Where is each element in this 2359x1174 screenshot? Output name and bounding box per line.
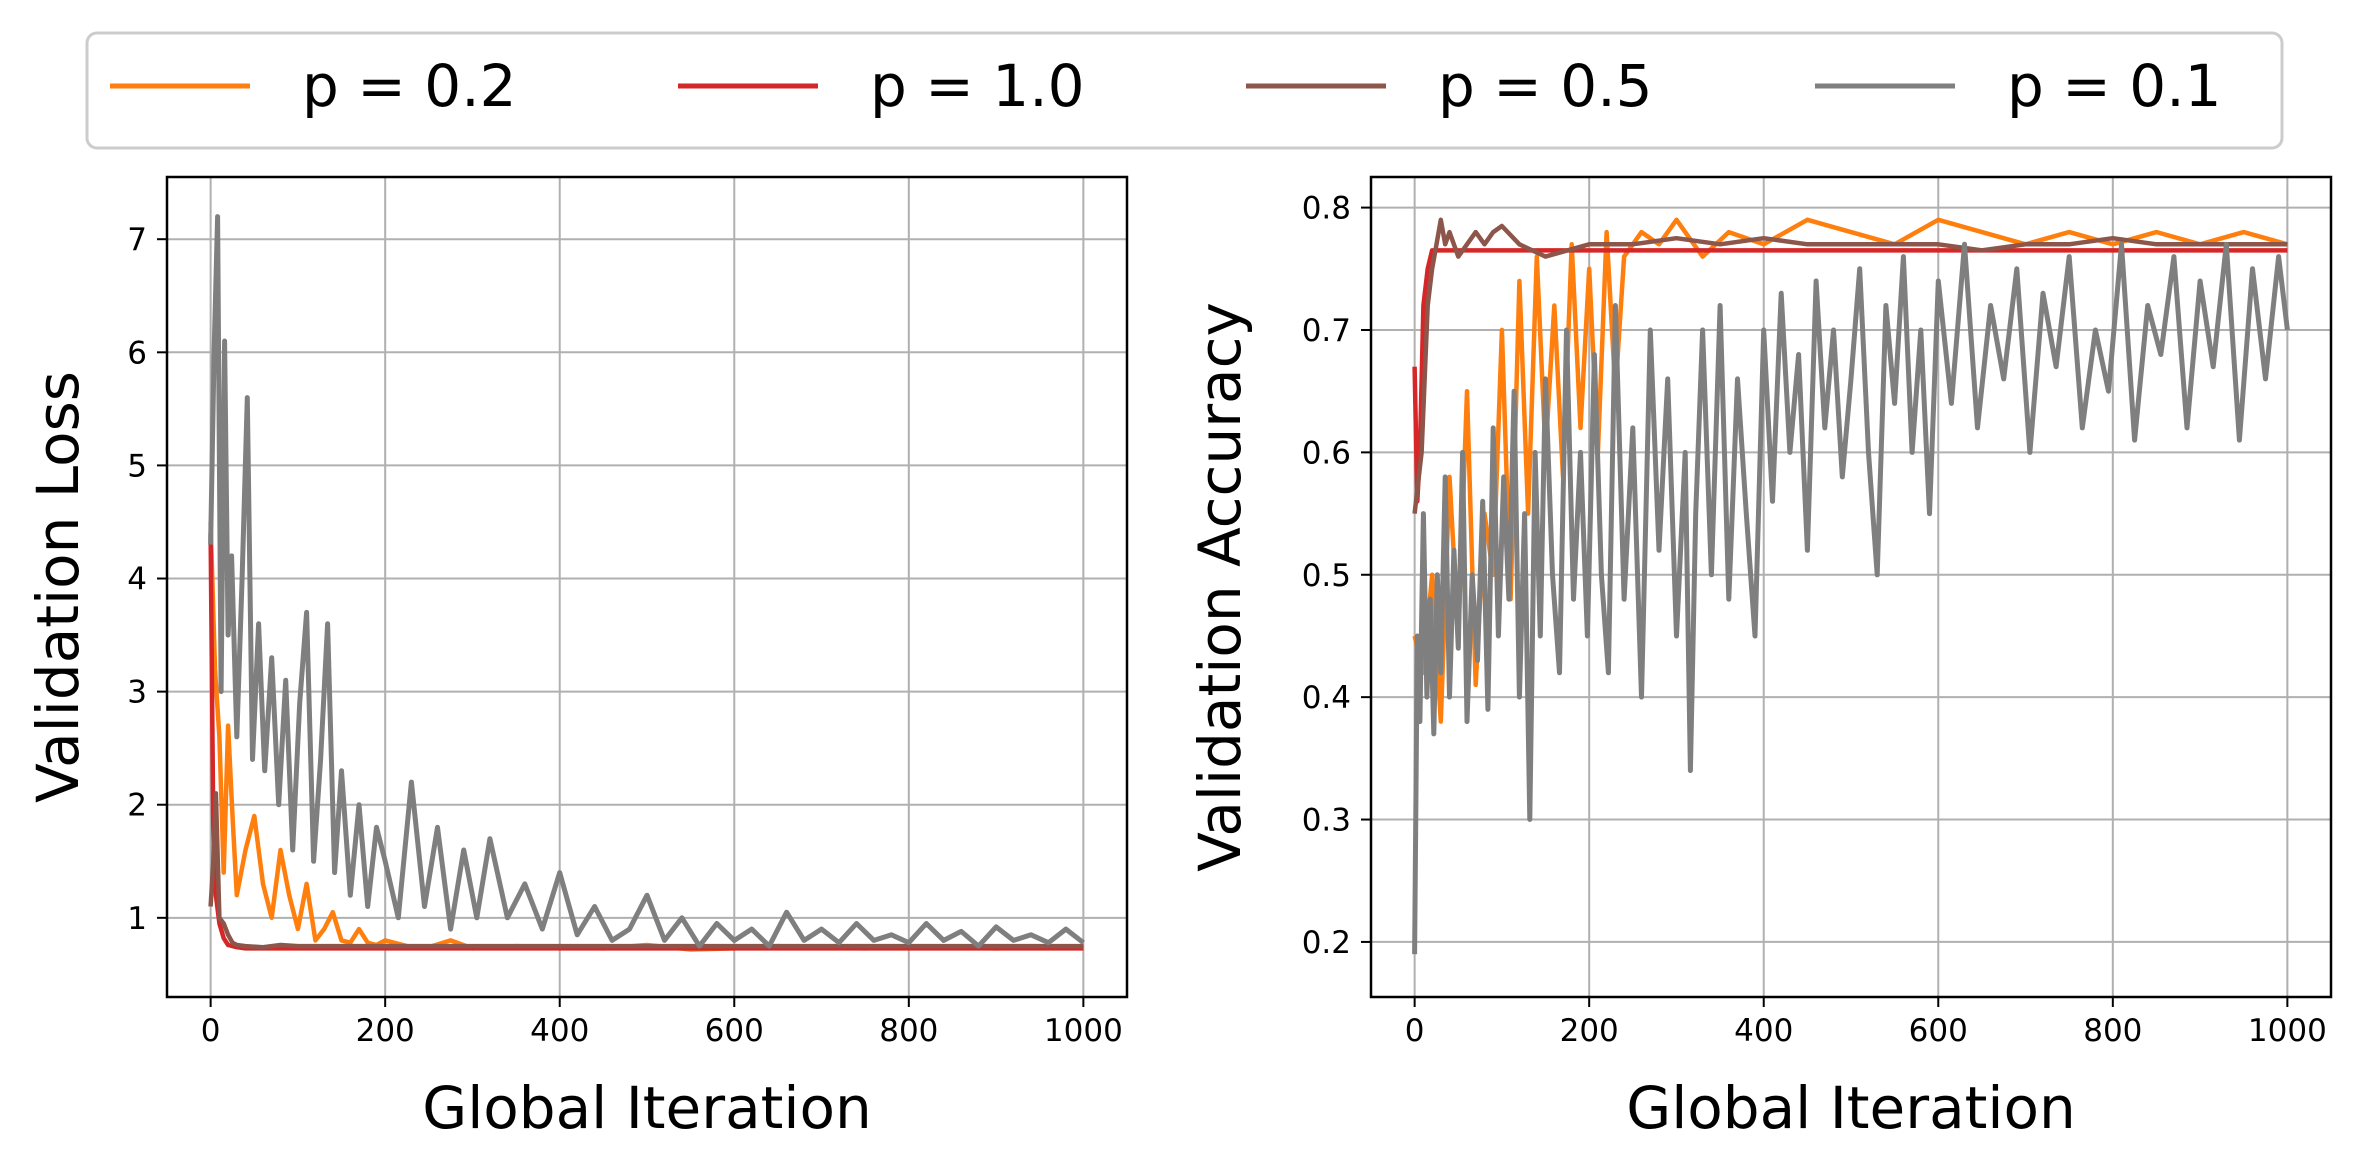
series-line-p-0-2 — [208, 521, 1084, 952]
y-axis-label: Validation Loss — [24, 371, 92, 803]
y-tick-label: 5 — [127, 448, 147, 484]
y-tick-label: 0.4 — [1302, 680, 1351, 716]
series-line-p-0-1 — [208, 214, 1085, 949]
x-tick-label: 600 — [1909, 1013, 1968, 1049]
series-line-p-0-5 — [1412, 217, 2288, 514]
y-tick-label: 0.2 — [1302, 925, 1351, 961]
plot-frame — [1369, 175, 2333, 999]
accuracy-chart: 0 200 400 600 800 1000 0.2 0.3 0.4 0.5 0.6 0.7 0.8 Gl… — [1186, 175, 2333, 1142]
y-tick-label: 7 — [127, 222, 147, 258]
x-tick-label: 400 — [1734, 1013, 1793, 1049]
x-tick-label: 0 — [1405, 1013, 1425, 1049]
series-line-p-0-1 — [1412, 241, 2290, 955]
y-tick-label: 3 — [127, 675, 147, 711]
series-line-p-1-0 — [208, 533, 1084, 951]
y-tick-label: 4 — [127, 562, 147, 598]
y-tick-label: 0.8 — [1302, 191, 1351, 227]
y-tick-label: 2 — [127, 788, 147, 824]
x-tick-label: 200 — [1560, 1013, 1619, 1049]
x-tick-label: 0 — [201, 1013, 221, 1049]
legend-label: p = 0.2 — [302, 52, 517, 120]
x-tick-label: 1000 — [1044, 1013, 1123, 1049]
y-tick-label: 0.3 — [1302, 803, 1351, 839]
series-line-p-1-0 — [1412, 248, 2288, 504]
y-tick-label: 6 — [127, 335, 147, 371]
series-line-p-0-5 — [208, 791, 1084, 950]
legend-label: p = 0.5 — [1438, 52, 1653, 120]
x-tick-label: 1000 — [2248, 1013, 2327, 1049]
x-axis-label: Global Iteration — [422, 1074, 871, 1142]
y-tick-label: 0.6 — [1302, 435, 1351, 471]
y-axis-label: Validation Accuracy — [1186, 302, 1254, 872]
y-tick-label: 0.5 — [1302, 558, 1351, 594]
legend-label: p = 0.1 — [2007, 52, 2222, 120]
x-axis-label: Global Iteration — [1626, 1074, 2075, 1142]
x-tick-label: 800 — [879, 1013, 938, 1049]
x-tick-label: 400 — [530, 1013, 589, 1049]
x-tick-label: 600 — [705, 1013, 764, 1049]
x-tick-label: 200 — [356, 1013, 415, 1049]
legend-box — [85, 31, 2284, 150]
plot-frame — [165, 175, 1129, 999]
loss-chart: 0 200 400 600 800 1000 1 2 3 4 5 6 7 Global Iteration… — [24, 175, 1129, 1142]
y-tick-label: 1 — [127, 901, 147, 937]
legend-label: p = 1.0 — [870, 52, 1085, 120]
legend: p = 0.2 p = 1.0 p = 0.5 p = 0.1 — [85, 31, 2284, 150]
x-tick-label: 800 — [2083, 1013, 2142, 1049]
y-tick-label: 0.7 — [1302, 313, 1351, 349]
